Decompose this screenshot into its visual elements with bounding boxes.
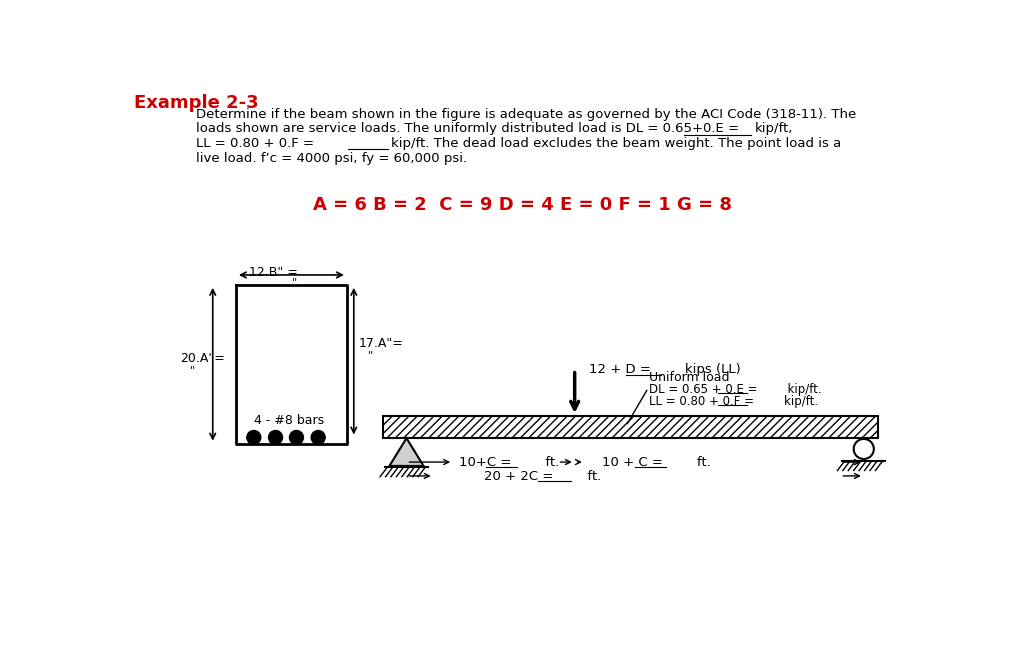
Text: Example 2-3: Example 2-3 <box>133 94 258 112</box>
Text: kip/ft. The dead load excludes the beam weight. The point load is a: kip/ft. The dead load excludes the beam … <box>390 137 841 150</box>
Circle shape <box>289 430 303 444</box>
Text: A = 6 B = 2  C = 9 D = 4 E = 0 F = 1 G = 8: A = 6 B = 2 C = 9 D = 4 E = 0 F = 1 G = … <box>313 196 732 214</box>
Text: 20 + 2C =        ft.: 20 + 2C = ft. <box>484 470 600 483</box>
Circle shape <box>853 439 873 459</box>
Text: kip/ft,: kip/ft, <box>754 122 793 136</box>
Text: ": " <box>291 277 297 288</box>
Text: live load. f’c = 4000 psi, fy = 60,000 psi.: live load. f’c = 4000 psi, fy = 60,000 p… <box>196 152 467 165</box>
Text: DL = 0.65 + 0.E =        kip/ft.: DL = 0.65 + 0.E = kip/ft. <box>648 383 821 396</box>
Polygon shape <box>389 438 423 466</box>
Text: 12.B" =: 12.B" = <box>249 266 298 279</box>
Text: 10+C =        ft.: 10+C = ft. <box>459 456 558 469</box>
Text: 20.A"=: 20.A"= <box>180 352 225 365</box>
Text: 10 + C =        ft.: 10 + C = ft. <box>601 456 710 469</box>
Text: 17.A"=: 17.A"= <box>358 337 403 350</box>
Text: 12 + D =        kips (LL): 12 + D = kips (LL) <box>588 364 740 377</box>
Text: ": " <box>190 365 195 375</box>
Text: Determine if the beam shown in the figure is adequate as governed by the ACI Cod: Determine if the beam shown in the figur… <box>196 108 855 121</box>
Text: LL = 0.80 + 0.F =: LL = 0.80 + 0.F = <box>196 137 314 150</box>
Text: 4 - #8 bars: 4 - #8 bars <box>254 413 324 426</box>
Text: loads shown are service loads. The uniformly distributed load is DL = 0.65+0.E =: loads shown are service loads. The unifo… <box>196 122 738 136</box>
Bar <box>383 416 876 438</box>
Text: LL = 0.80 + 0.F =        kip/ft.: LL = 0.80 + 0.F = kip/ft. <box>648 395 817 408</box>
Text: Uniform load: Uniform load <box>648 371 729 384</box>
Circle shape <box>268 430 282 444</box>
Text: ": " <box>368 350 373 360</box>
Circle shape <box>247 430 261 444</box>
Circle shape <box>311 430 325 444</box>
